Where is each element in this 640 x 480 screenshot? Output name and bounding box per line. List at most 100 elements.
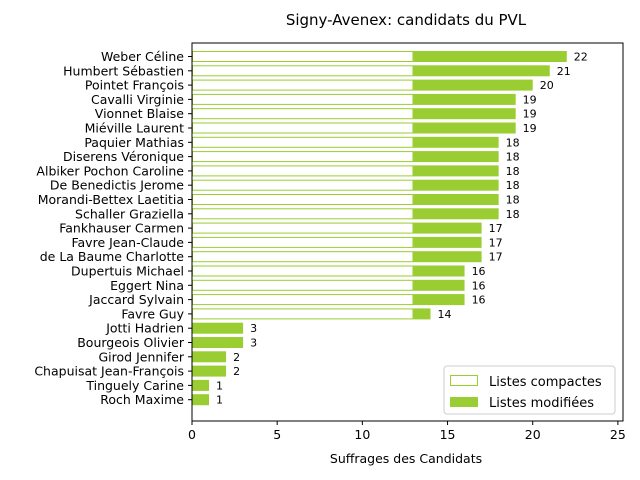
- y-tick-label: Albiker Pochon Caroline: [36, 163, 184, 178]
- y-tick-label: Favre Guy: [121, 306, 184, 321]
- value-label: 18: [506, 136, 520, 149]
- bar-modifiees: [413, 308, 431, 320]
- value-label: 2: [233, 351, 240, 364]
- bar-modifiees: [413, 236, 482, 248]
- x-tick-label: 25: [610, 427, 626, 442]
- value-label: 17: [489, 251, 503, 264]
- value-label: 18: [506, 179, 520, 192]
- chart-title: Signy-Avenex: candidats du PVL: [286, 11, 527, 29]
- bar-modifiees: [413, 79, 533, 91]
- bar-modifiees: [413, 93, 516, 105]
- x-tick-label: 10: [354, 427, 370, 442]
- x-tick-label: 15: [440, 427, 456, 442]
- bar-modifiees: [413, 208, 499, 220]
- bar-modifiees: [413, 251, 482, 263]
- y-tick-label: Humbert Sébastien: [63, 63, 184, 78]
- y-tick-label: Jaccard Sylvain: [88, 292, 184, 307]
- value-label: 3: [250, 322, 257, 335]
- y-tick-label: Morandi-Bettex Laetitia: [38, 192, 184, 207]
- x-axis-title: Suffrages des Candidats: [330, 451, 482, 466]
- legend: Listes compactes Listes modifiées: [443, 365, 616, 415]
- bar-modifiees: [413, 265, 465, 277]
- y-tick-label: Eggert Nina: [110, 278, 184, 293]
- bar-modifiees: [413, 165, 499, 177]
- bar-modifiees: [413, 151, 499, 163]
- value-label: 1: [216, 394, 223, 407]
- bar-compactes: [192, 65, 414, 77]
- bar-modifiees: [413, 122, 516, 134]
- y-tick-label: Paquier Mathias: [84, 135, 184, 150]
- value-label: 19: [523, 108, 537, 121]
- x-tick-label: 5: [273, 427, 281, 442]
- value-label: 16: [472, 294, 486, 307]
- bars-group: [192, 51, 567, 406]
- y-tick-label: Girod Jennifer: [98, 349, 184, 364]
- legend-label-compactes: Listes compactes: [489, 375, 602, 390]
- bar-compactes: [192, 194, 414, 205]
- y-tick-label: Miéville Laurent: [85, 121, 184, 136]
- value-labels-group: 2221201919191818181818181717171616161433…: [216, 51, 588, 407]
- value-label: 18: [506, 194, 520, 207]
- bar-modifiees: [192, 351, 227, 363]
- y-tick-label: Vionnet Blaise: [95, 106, 185, 121]
- bar-compactes: [192, 279, 414, 291]
- value-label: 18: [506, 165, 520, 178]
- value-label: 17: [489, 236, 503, 249]
- bar-compactes: [192, 136, 414, 148]
- bar-modifiees: [413, 179, 499, 191]
- bar-modifiees: [413, 279, 465, 291]
- bar-compactes: [192, 265, 414, 277]
- y-tick-label: Pointet François: [85, 78, 184, 93]
- y-tick-label: Bourgeois Olivier: [77, 335, 185, 350]
- bar-modifiees: [413, 65, 550, 77]
- value-label: 18: [506, 208, 520, 221]
- bar-compactes: [192, 51, 414, 62]
- bar-compactes: [192, 108, 414, 120]
- value-label: 19: [523, 122, 537, 135]
- y-tick-label: Dupertuis Michael: [71, 264, 184, 279]
- y-tick-label: Diserens Véronique: [63, 149, 184, 164]
- bar-modifiees: [413, 194, 499, 205]
- y-tick-label: Chapuisat Jean-François: [34, 364, 184, 379]
- value-label: 21: [557, 65, 571, 78]
- bar-compactes: [192, 165, 414, 177]
- value-label: 22: [574, 51, 588, 64]
- bar-compactes: [192, 179, 414, 191]
- value-label: 2: [233, 365, 240, 378]
- bar-modifiees: [192, 322, 244, 334]
- y-tick-label: Roch Maxime: [100, 392, 184, 407]
- bar-compactes: [192, 122, 414, 134]
- bar-compactes: [192, 151, 414, 163]
- bar-modifiees: [413, 294, 465, 306]
- y-tick-label: Cavalli Virginie: [91, 92, 184, 107]
- legend-swatch-compactes: [450, 375, 478, 386]
- bar-modifiees: [192, 394, 210, 406]
- legend-box: [443, 365, 616, 415]
- bar-modifiees: [192, 365, 227, 377]
- plot-frame: [191, 42, 624, 422]
- x-axis: 0 5 10 15 20 25: [188, 421, 626, 442]
- bar-compactes: [192, 308, 414, 320]
- bar-modifiees: [413, 136, 499, 148]
- value-label: 16: [472, 265, 486, 278]
- value-label: 19: [523, 93, 537, 106]
- y-tick-label: Tinguely Carine: [85, 378, 184, 393]
- value-label: 3: [250, 337, 257, 350]
- bar-compactes: [192, 294, 414, 306]
- legend-swatch-modifiees: [450, 397, 478, 407]
- bar-compactes: [192, 222, 414, 234]
- x-tick-label: 0: [188, 427, 196, 442]
- value-label: 17: [489, 222, 503, 235]
- value-label: 20: [540, 79, 554, 92]
- value-label: 18: [506, 151, 520, 164]
- y-tick-label: De Benedictis Jerome: [50, 178, 184, 193]
- y-tick-label: Schaller Graziella: [75, 206, 184, 221]
- bar-compactes: [192, 79, 414, 91]
- y-tick-label: Weber Céline: [101, 49, 184, 64]
- y-tick-label: Jotti Hadrien: [105, 321, 184, 336]
- bar-modifiees: [413, 222, 482, 234]
- bar-compactes: [192, 236, 414, 248]
- legend-label-modifiees: Listes modifiées: [489, 396, 594, 411]
- value-label: 1: [216, 379, 223, 392]
